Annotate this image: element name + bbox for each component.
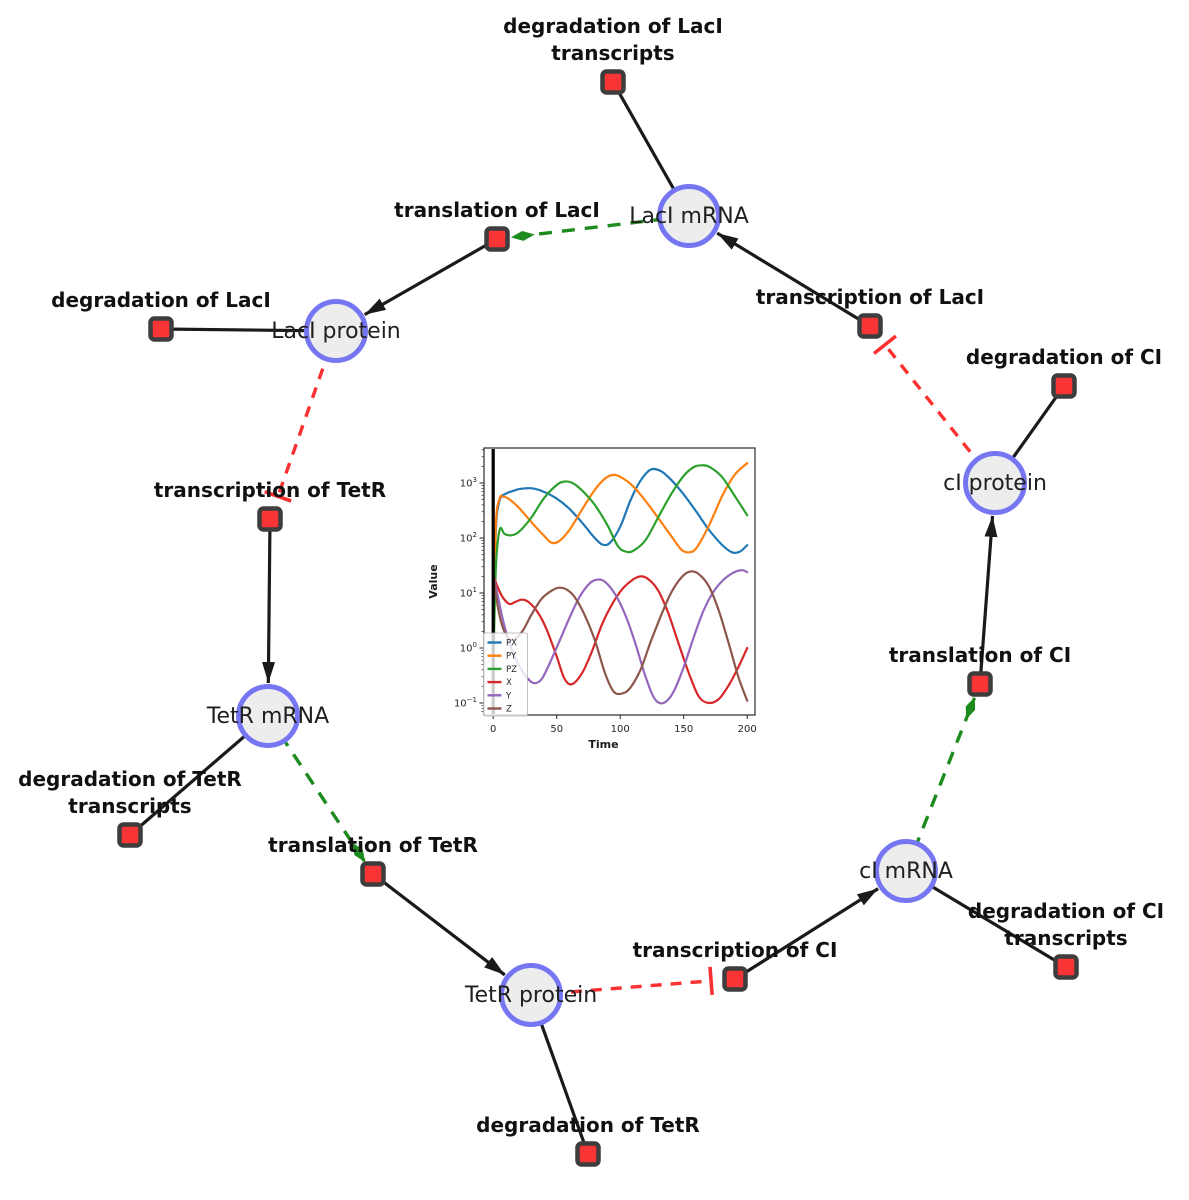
legend-label-PZ: PZ — [506, 665, 517, 675]
edge-translation-tetr-tetr-protein — [372, 872, 506, 977]
chart-series-PZ — [492, 464, 749, 678]
reaction-node-transcription-laci — [857, 313, 883, 339]
species-label-ci-mrna: cI mRNA — [859, 859, 953, 884]
legend-label-PX: PX — [506, 639, 517, 649]
species-label-tetr-protein: TetR protein — [464, 983, 597, 1008]
species-node-ci-protein — [963, 451, 1027, 515]
reaction-label-deg-laci: degradation of LacI — [51, 288, 271, 312]
chart-series-PX — [492, 467, 749, 655]
species-label-tetr-mrna: TetR mRNA — [206, 704, 329, 729]
reaction-label-deg-ci-transcripts: degradation of CI — [968, 899, 1164, 923]
reaction-node-translation-laci — [484, 226, 510, 252]
reaction-label-deg-ci-transcripts: transcripts — [1004, 926, 1127, 950]
y-axis-tick-label: 10−1 — [454, 696, 477, 710]
reaction-label-deg-tetr-transcripts: degradation of TetR — [18, 767, 242, 791]
chart-axes-frame — [483, 447, 756, 716]
reaction-label-transcription-laci: transcription of LacI — [756, 285, 984, 309]
reaction-node-transcription-tetr — [257, 506, 283, 532]
species-node-tetr-protein — [499, 963, 563, 1027]
edge-ci-protein-transcription-laci-tee-bar — [872, 334, 898, 355]
legend-label-X: X — [506, 678, 512, 688]
y-axis-tick-label: 103 — [460, 476, 477, 490]
reaction-label-transcription-ci: transcription of CI — [633, 938, 838, 962]
edge-tetr-protein-transcription-ci-tee-bar — [708, 966, 714, 995]
edge-transcription-ci-ci-mrna — [734, 887, 879, 981]
chart-series-PY — [492, 462, 749, 666]
reaction-node-translation-ci — [967, 671, 993, 697]
reaction-node-deg-tetr-transcripts — [117, 822, 143, 848]
reaction-node-deg-laci — [148, 316, 174, 342]
edge-transcription-laci-laci-mrna — [716, 231, 871, 328]
reaction-label-deg-laci-transcripts: degradation of LacI — [503, 14, 723, 38]
x-axis-tick-label: 200 — [738, 724, 757, 735]
species-node-laci-protein — [304, 299, 368, 363]
y-axis-label: Value — [427, 564, 440, 598]
edge-translation-laci-laci-protein — [363, 237, 498, 317]
species-node-tetr-mrna — [236, 684, 300, 748]
x-axis-tick-label: 100 — [611, 724, 630, 735]
y-axis-tick-label: 100 — [460, 641, 477, 655]
reaction-label-deg-laci-transcripts: transcripts — [551, 41, 674, 65]
chart-series-Z — [492, 570, 749, 702]
edge-laci-protein-transcription-tetr-tee-bar — [264, 490, 292, 503]
x-axis-tick-label: 150 — [674, 724, 693, 735]
reaction-label-translation-laci: translation of LacI — [394, 198, 600, 222]
node-layer — [117, 69, 1079, 1167]
edge-transcription-tetr-tetr-mrna — [262, 518, 276, 684]
legend-label-PY: PY — [506, 652, 517, 662]
reaction-node-deg-ci — [1051, 373, 1077, 399]
species-label-laci-protein: LacI protein — [271, 319, 401, 344]
species-node-laci-mrna — [657, 184, 721, 248]
x-axis-label: Time — [588, 738, 618, 751]
reaction-label-transcription-tetr: transcription of TetR — [154, 478, 386, 502]
reaction-label-deg-ci: degradation of CI — [966, 345, 1162, 369]
reaction-label-deg-tetr: degradation of TetR — [476, 1113, 700, 1137]
reaction-label-translation-tetr: translation of TetR — [268, 833, 478, 857]
edge-layer — [128, 81, 1067, 1155]
chart-series-X — [492, 574, 749, 705]
species-label-laci-mrna: LacI mRNA — [629, 204, 749, 229]
edge-translation-ci-ci-protein — [978, 515, 998, 685]
species-node-ci-mrna — [874, 839, 938, 903]
chart-curves — [491, 449, 749, 714]
reaction-node-deg-laci-transcripts — [600, 69, 626, 95]
species-label-ci-protein: cI protein — [943, 471, 1047, 496]
y-axis-tick-label: 102 — [460, 531, 477, 545]
y-axis-tick-label: 101 — [460, 586, 477, 600]
inset-chart: 0 50 100 150 200 10−1 100 101 102 103 Time Value PX P… — [427, 447, 757, 751]
reaction-node-transcription-ci — [722, 966, 748, 992]
x-axis-tick-label: 0 — [490, 724, 496, 735]
legend-label-Y: Y — [505, 691, 512, 701]
reaction-node-deg-ci-transcripts — [1053, 954, 1079, 980]
x-axis-tick-label: 50 — [550, 724, 563, 735]
reaction-node-deg-tetr — [575, 1141, 601, 1167]
legend-label-Z: Z — [506, 705, 512, 715]
label-layer: degradation of LacI transcripts translatio… — [18, 14, 1164, 1137]
reaction-node-translation-tetr — [360, 861, 386, 887]
reaction-label-deg-tetr-transcripts: transcripts — [68, 794, 191, 818]
reaction-label-translation-ci: translation of CI — [889, 643, 1071, 667]
